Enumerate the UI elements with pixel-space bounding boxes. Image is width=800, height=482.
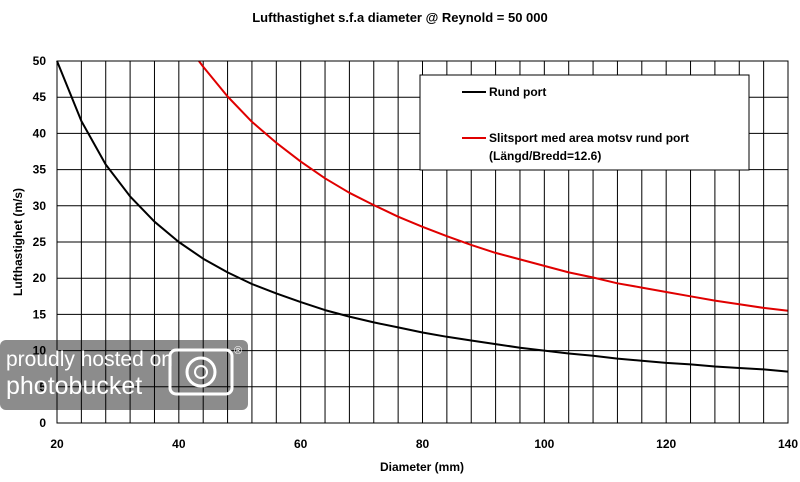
x-tick-label: 120: [656, 437, 676, 451]
x-tick-label: 100: [534, 437, 554, 451]
legend-box: [419, 74, 750, 171]
watermark-line1: proudly hosted on: [6, 348, 173, 371]
y-tick-label: 20: [33, 271, 47, 285]
x-axis-title: Diameter (mm): [380, 460, 464, 474]
x-tick-labels: 20 40 60 80 100 120 140: [50, 437, 798, 451]
y-tick-label: 0: [39, 416, 46, 430]
plot-border: [56, 60, 789, 424]
y-tick-label: 35: [33, 163, 47, 177]
y-axis-title: Lufthastighet (m/s): [11, 188, 25, 296]
legend: Rund port Slitsport med area motsv rund …: [419, 74, 750, 171]
x-tick-label: 40: [172, 437, 186, 451]
y-tick-label: 10: [33, 344, 47, 358]
legend-label-slitsport-line2: (Längd/Bredd=12.6): [489, 149, 601, 163]
series-line-slitsport: [198, 60, 789, 312]
legend-label-slitsport: Slitsport med area motsv rund port: [489, 131, 689, 145]
y-tick-label: 25: [33, 235, 47, 249]
watermark-registered-mark: ®: [234, 345, 242, 357]
series-lines: [56, 60, 789, 373]
y-tick-label: 40: [33, 126, 47, 140]
x-tick-label: 60: [294, 437, 308, 451]
x-tick-label: 20: [50, 437, 64, 451]
x-tick-label: 140: [778, 437, 798, 451]
y-tick-labels: 0 5 10 15 20 25 30 35 40 45 50: [33, 54, 47, 430]
photobucket-watermark: proudly hosted on photobucket ®: [0, 340, 248, 410]
y-tick-label: 50: [33, 54, 47, 68]
y-tick-label: 5: [39, 380, 46, 394]
chart-title: Lufthastighet s.f.a diameter @ Reynold =…: [252, 10, 548, 25]
watermark-line2: photobucket: [6, 372, 142, 400]
camera-icon: [168, 348, 234, 396]
y-tick-label: 45: [33, 90, 47, 104]
x-tick-label: 80: [416, 437, 430, 451]
y-tick-label: 30: [33, 199, 47, 213]
y-tick-label: 15: [33, 307, 47, 321]
series-line-rund-port: [56, 60, 789, 373]
legend-label-rund-port: Rund port: [489, 85, 546, 99]
